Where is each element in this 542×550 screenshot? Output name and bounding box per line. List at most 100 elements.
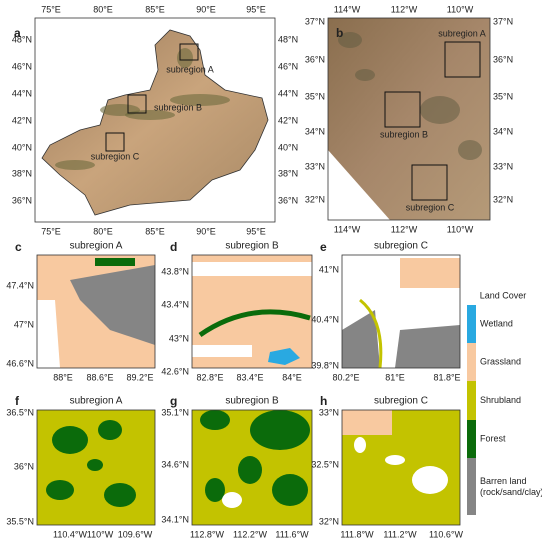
cover bbox=[412, 466, 448, 494]
cover bbox=[205, 478, 225, 502]
y-tick-label: 46°N bbox=[12, 61, 32, 71]
y-tick-label: 36°N bbox=[14, 461, 34, 471]
terrain bbox=[420, 96, 460, 124]
y-tick-label: 33°N bbox=[319, 407, 339, 417]
x-tick-label: 112.2°W bbox=[233, 529, 267, 539]
panel: g subregion B 112.8°W 112.2°W 111.6°W 35.1°N 3… bbox=[161, 394, 313, 539]
x-tick-label: 95°E bbox=[246, 4, 266, 14]
x-tick-label: 85°E bbox=[145, 226, 165, 236]
y-tick-label: 48°N bbox=[12, 34, 32, 44]
cover bbox=[272, 474, 308, 506]
panel: h subregion C 111.8°W 111.2°W 110.6°W 33°N 32.… bbox=[311, 394, 463, 539]
subregion-box bbox=[411, 164, 448, 201]
cover bbox=[238, 456, 262, 484]
y-tick-label: 35.1°N bbox=[161, 407, 189, 417]
panel-label: g bbox=[170, 394, 177, 408]
x-tick-label: 88°E bbox=[53, 372, 73, 382]
x-tick-label: 90°E bbox=[196, 226, 216, 236]
y-tick-label: 41°N bbox=[319, 264, 339, 274]
x-tick-label: 112°W bbox=[391, 4, 418, 14]
x-tick-label: 82.8°E bbox=[196, 372, 223, 382]
y-tick-label: 37°N bbox=[305, 16, 325, 26]
x-tick-label: 89.2°E bbox=[126, 372, 153, 382]
y-tick-label: 38°N bbox=[12, 168, 32, 178]
panel: b 114°W 114°W 112°W 112°W 110°W 110°W 37°N 37°N 3… bbox=[305, 4, 513, 234]
y-tick-label: 44°N bbox=[12, 88, 32, 98]
terrain bbox=[355, 69, 375, 81]
panel: d subregion B 82.8°E 83.4°E 84°E 43.8°N 43.4°N… bbox=[161, 240, 313, 382]
panel: f subregion A 110.4°W 110°W 109.6°W 36.5°N 36°… bbox=[6, 394, 156, 539]
y-tick-label: 47.4°N bbox=[6, 280, 34, 290]
subregion-label: subregion B bbox=[154, 102, 202, 112]
y-tick-label: 38°N bbox=[278, 168, 298, 178]
cover bbox=[200, 410, 230, 430]
panel-label: b bbox=[336, 26, 343, 40]
vegetation bbox=[55, 160, 95, 170]
subregion-label: subregion B bbox=[380, 129, 428, 139]
y-tick-label: 40°N bbox=[12, 142, 32, 152]
cover bbox=[268, 348, 300, 365]
legend-label: Wetland bbox=[480, 318, 513, 328]
subregion-label: subregion A bbox=[166, 64, 214, 74]
cover bbox=[95, 258, 135, 266]
panel-frame bbox=[341, 409, 461, 526]
y-tick-label: 35°N bbox=[493, 91, 513, 101]
x-tick-label: 75°E bbox=[41, 226, 61, 236]
panel-title: subregion C bbox=[374, 241, 428, 252]
subregion-box bbox=[444, 41, 481, 78]
panel-title: subregion C bbox=[374, 396, 428, 407]
panel-label: c bbox=[15, 240, 22, 254]
cover bbox=[342, 310, 380, 368]
panel: e subregion C 80.2°E 81°E 81.8°E 41°N 40.4°N 39… bbox=[311, 240, 460, 382]
y-tick-label: 47°N bbox=[14, 319, 34, 329]
subregion-box bbox=[127, 94, 147, 114]
y-tick-label: 37°N bbox=[493, 16, 513, 26]
panel-title: subregion B bbox=[225, 241, 279, 252]
x-tick-label: 75°E bbox=[41, 4, 61, 14]
y-tick-label: 34°N bbox=[493, 126, 513, 136]
cover bbox=[192, 345, 252, 357]
terrain bbox=[338, 32, 362, 48]
cover bbox=[87, 459, 103, 471]
cover bbox=[395, 325, 460, 368]
panel-title: subregion A bbox=[70, 396, 123, 407]
y-tick-label: 48°N bbox=[278, 34, 298, 44]
panel-label: e bbox=[320, 240, 327, 254]
x-tick-label: 80.2°E bbox=[332, 372, 359, 382]
x-tick-label: 112°W bbox=[391, 224, 418, 234]
x-tick-label: 109.6°W bbox=[118, 529, 153, 539]
panel-frame bbox=[191, 409, 313, 526]
y-tick-label: 33°N bbox=[493, 161, 513, 171]
x-tick-label: 81°E bbox=[385, 372, 405, 382]
y-tick-label: 34°N bbox=[305, 126, 325, 136]
subregion-label: subregion A bbox=[438, 28, 486, 38]
y-tick-label: 44°N bbox=[278, 88, 298, 98]
y-tick-label: 35.5°N bbox=[6, 516, 34, 526]
panel-frame bbox=[36, 254, 156, 369]
legend-label: Barren land bbox=[480, 476, 527, 486]
panel-frame bbox=[191, 254, 313, 369]
legend-swatch bbox=[467, 381, 476, 420]
y-tick-label: 46.6°N bbox=[6, 358, 34, 368]
y-tick-label: 40.4°N bbox=[311, 314, 339, 324]
cover bbox=[192, 262, 312, 276]
cover bbox=[342, 410, 392, 435]
legend-label: (rock/sand/clay) bbox=[480, 487, 542, 497]
y-tick-label: 36°N bbox=[12, 195, 32, 205]
legend-title: Land Cover bbox=[480, 290, 527, 300]
y-tick-label: 35°N bbox=[305, 91, 325, 101]
y-tick-label: 43.4°N bbox=[161, 299, 189, 309]
y-tick-label: 32.5°N bbox=[311, 459, 339, 469]
subregion-box bbox=[105, 132, 125, 152]
y-tick-label: 42°N bbox=[12, 115, 32, 125]
legend-swatch bbox=[467, 458, 476, 515]
cover bbox=[98, 420, 122, 440]
y-tick-label: 34.1°N bbox=[161, 514, 189, 524]
x-tick-label: 90°E bbox=[196, 4, 216, 14]
terrain bbox=[458, 140, 482, 160]
x-tick-label: 114°W bbox=[334, 4, 361, 14]
x-tick-label: 84°E bbox=[282, 372, 302, 382]
legend-label: Forest bbox=[480, 433, 506, 443]
y-tick-label: 36°N bbox=[493, 54, 513, 64]
legend-label: Grassland bbox=[480, 356, 521, 366]
